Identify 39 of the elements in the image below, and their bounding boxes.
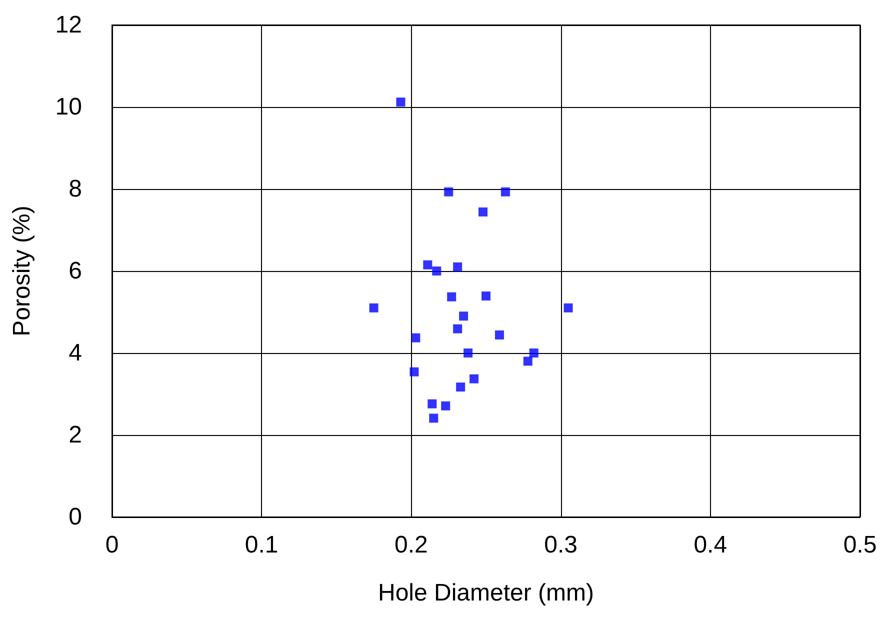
point bbox=[369, 303, 378, 312]
point bbox=[429, 414, 438, 423]
x-tick-label: 0.4 bbox=[694, 532, 728, 558]
point bbox=[423, 260, 432, 270]
x-tick-label: 0 bbox=[105, 532, 119, 558]
y-axis-title: Porosity (%) bbox=[8, 206, 36, 336]
x-axis-title: Hole Diameter (mm) bbox=[378, 580, 594, 606]
point bbox=[396, 98, 406, 107]
point bbox=[529, 348, 538, 358]
point bbox=[500, 187, 510, 196]
point bbox=[410, 367, 419, 376]
x-tick-label: 0.1 bbox=[244, 532, 278, 558]
point bbox=[456, 382, 466, 392]
y-tick-label: 8 bbox=[68, 176, 82, 202]
point bbox=[428, 399, 437, 408]
y-tick-label: 10 bbox=[55, 94, 82, 120]
y-tick-label: 12 bbox=[55, 12, 82, 38]
y-tick-label: 2 bbox=[68, 422, 82, 448]
point bbox=[470, 374, 479, 384]
x-tick-label: 0.3 bbox=[544, 532, 578, 558]
point bbox=[464, 348, 473, 358]
point bbox=[478, 207, 488, 216]
point bbox=[564, 303, 573, 312]
point bbox=[523, 356, 532, 366]
point bbox=[482, 292, 490, 301]
y-tick-label: 0 bbox=[68, 504, 82, 530]
y-tick-label: 6 bbox=[68, 258, 82, 284]
point bbox=[453, 324, 462, 334]
point bbox=[411, 333, 420, 342]
point bbox=[447, 292, 456, 302]
point bbox=[453, 262, 462, 272]
x-tick-label: 0.2 bbox=[394, 532, 428, 558]
y-tick-label: 4 bbox=[68, 340, 82, 366]
point bbox=[441, 401, 450, 410]
x-tick-label: 0.5 bbox=[843, 532, 877, 558]
point bbox=[459, 312, 468, 321]
point bbox=[494, 330, 504, 340]
point bbox=[444, 187, 454, 196]
point bbox=[432, 266, 442, 276]
